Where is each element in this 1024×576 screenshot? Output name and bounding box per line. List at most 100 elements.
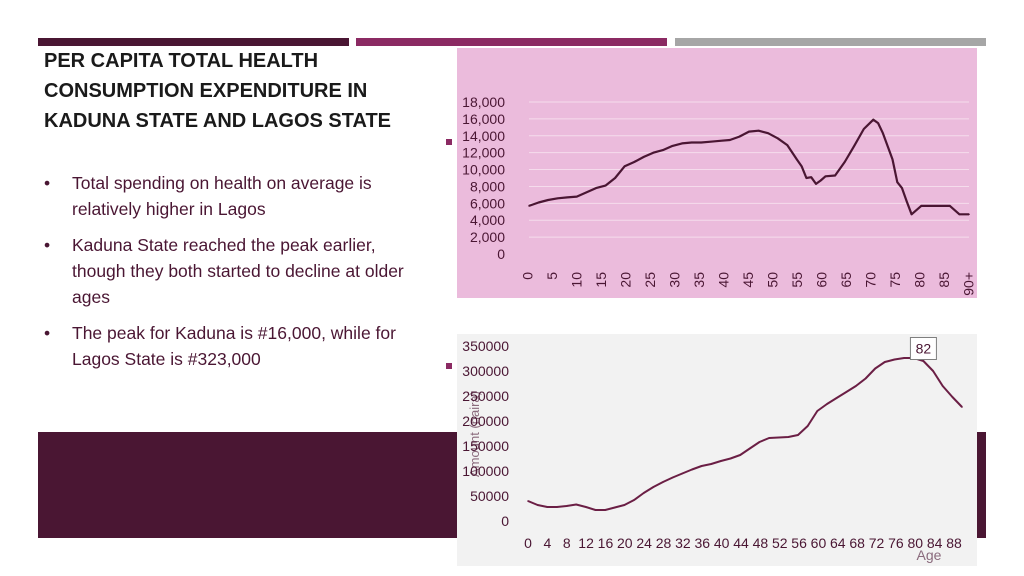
- data-point: [749, 447, 751, 450]
- data-point: [901, 187, 903, 189]
- data-point: [739, 454, 741, 456]
- data-point: [816, 410, 819, 412]
- x-tick-label: 30: [667, 272, 683, 288]
- data-point: [958, 213, 961, 216]
- chart-background: [457, 48, 977, 298]
- data-point: [835, 397, 838, 399]
- y-axis-title: Amount (naira): [467, 391, 482, 477]
- x-tick-label: 32: [675, 535, 691, 551]
- x-tick-label: 84: [927, 535, 943, 551]
- data-point: [903, 357, 905, 359]
- data-point: [949, 205, 951, 207]
- data-point: [777, 436, 780, 439]
- data-point: [776, 137, 779, 140]
- lagos-expenditure-chart: Amount (naira) 0 50000 100000 150000 200000 25…: [457, 334, 977, 566]
- y-tick-label: 4,000: [470, 212, 505, 228]
- data-point: [826, 403, 828, 405]
- data-point: [604, 184, 607, 187]
- x-tick-label: 80: [912, 272, 928, 288]
- data-point: [968, 213, 970, 216]
- data-point: [874, 367, 876, 370]
- data-point: [941, 385, 944, 387]
- y-tick-label: 14,000: [462, 128, 505, 144]
- data-point: [652, 486, 655, 488]
- data-point: [527, 500, 529, 502]
- x-tick-label: 85: [936, 272, 952, 288]
- data-point: [729, 139, 731, 141]
- data-point: [951, 396, 954, 398]
- data-point: [855, 385, 857, 387]
- data-point: [642, 492, 645, 494]
- data-point: [652, 151, 655, 154]
- data-point: [576, 195, 578, 198]
- data-point: [748, 130, 750, 133]
- x-tick-label: 12: [578, 535, 594, 551]
- data-point: [834, 174, 836, 177]
- lagos-series-line: [527, 357, 963, 511]
- data-point: [546, 506, 549, 508]
- data-point: [932, 370, 934, 372]
- data-point: [922, 360, 925, 362]
- bullet-text: Kaduna State reached the peak earlier, t…: [72, 235, 404, 307]
- data-point: [556, 197, 559, 200]
- data-point: [884, 361, 886, 363]
- data-point: [710, 463, 713, 465]
- x-tick-label: 28: [656, 535, 672, 551]
- data-point: [920, 205, 922, 207]
- data-point: [565, 505, 568, 507]
- x-tick-label: 90+: [961, 272, 977, 296]
- x-tick-label: 40: [716, 272, 732, 288]
- data-point: [623, 504, 626, 506]
- top-accent-bar-magenta: [356, 38, 667, 46]
- x-tick-label: 60: [811, 535, 827, 551]
- data-point: [690, 141, 693, 144]
- data-point: [910, 213, 913, 216]
- data-callout-box: [909, 337, 937, 360]
- y-tick-label: 200000: [462, 413, 509, 429]
- x-tick-label: 88: [946, 535, 962, 551]
- data-point: [786, 144, 789, 146]
- data-point: [623, 165, 626, 167]
- x-tick-label: 20: [618, 272, 634, 288]
- data-point: [671, 476, 674, 479]
- bullet-dot-icon: •: [44, 235, 51, 255]
- data-point: [729, 457, 732, 460]
- top-accent-bar-dark: [38, 38, 349, 46]
- data-point: [815, 183, 817, 185]
- x-tick-label: 76: [888, 535, 904, 551]
- bullet-dot-icon: •: [44, 173, 51, 193]
- y-tick-label: 6,000: [470, 195, 505, 211]
- data-point: [767, 132, 769, 135]
- x-tick-label: 55: [789, 272, 805, 288]
- y-tick-label: 0: [497, 246, 505, 262]
- data-point: [882, 132, 884, 135]
- data-point: [720, 460, 722, 462]
- data-point: [585, 506, 587, 508]
- data-point: [700, 141, 702, 144]
- data-point: [891, 158, 894, 161]
- data-point: [604, 509, 606, 511]
- data-point: [681, 472, 684, 475]
- data-point: [681, 142, 683, 145]
- bullet-item: • The peak for Kaduna is #16,000, while f…: [44, 320, 404, 372]
- data-point: [556, 506, 558, 508]
- data-point: [864, 377, 867, 380]
- x-tick-label: 50: [765, 272, 781, 288]
- data-point: [547, 199, 549, 201]
- data-point: [642, 156, 645, 158]
- y-tick-label: 250000: [462, 388, 509, 404]
- y-tick-label: 16,000: [462, 111, 505, 127]
- data-point: [872, 118, 875, 121]
- bullet-item: • Kaduna State reached the peak earlier, …: [44, 232, 404, 310]
- bullet-text: The peak for Kaduna is #16,000, while fo…: [72, 323, 396, 369]
- data-point: [758, 441, 761, 443]
- data-point: [633, 499, 635, 501]
- x-tick-label: 56: [791, 535, 807, 551]
- chart-background: [457, 334, 977, 566]
- data-point: [853, 145, 856, 147]
- x-tick-label: 35: [691, 272, 707, 288]
- data-point: [906, 200, 908, 203]
- data-point: [595, 187, 597, 189]
- data-point: [845, 391, 848, 393]
- bullet-item: • Total spending on health on average is …: [44, 170, 404, 222]
